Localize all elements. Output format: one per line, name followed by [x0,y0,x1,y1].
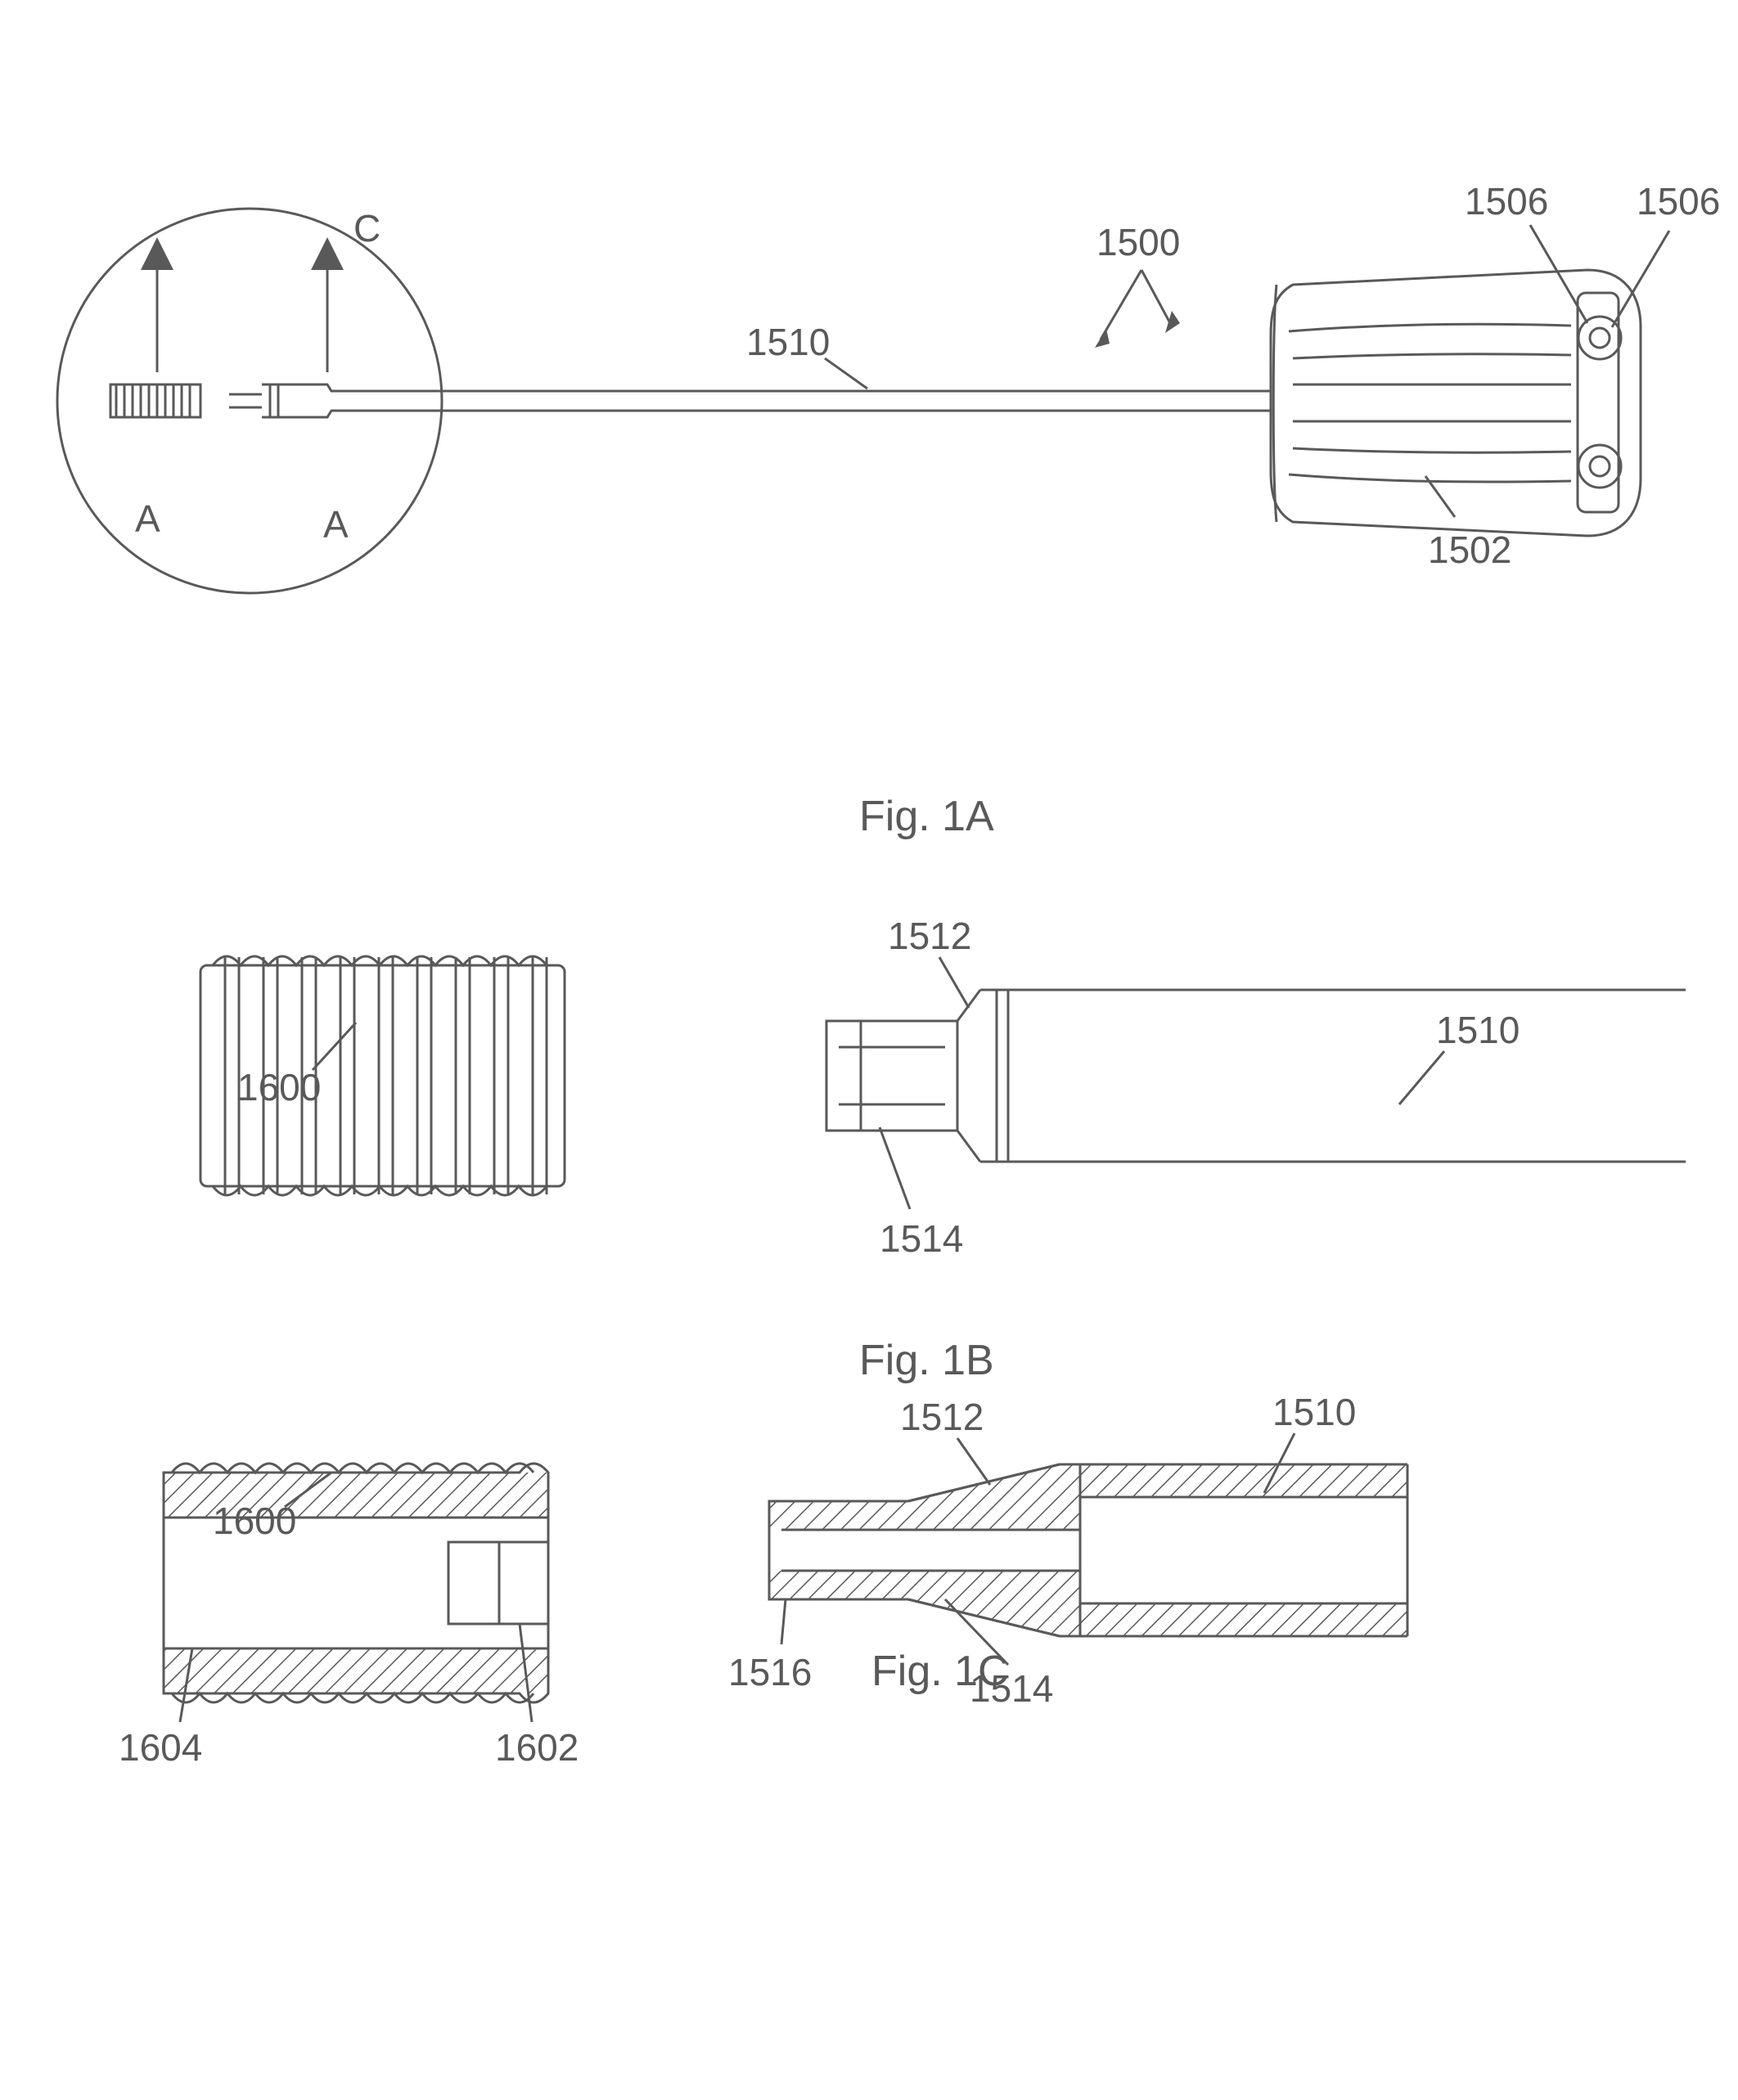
label-A: A [323,503,349,546]
label-1602: 1602 [495,1726,579,1769]
label-1600: 1600 [237,1066,321,1108]
label-1510: 1510 [746,321,830,363]
fig-1B: 1600 1512 1514 1510 Fig. 1B [200,915,1686,1384]
label-1512: 1512 [888,915,971,957]
caption-fig1A: Fig. 1A [859,793,994,840]
shaft-1510 [360,391,1271,411]
fig-1C: 1600 1602 1604 1512 1514 1516 1510 Fig. … [119,1391,1407,1769]
label-1514: 1514 [880,1217,963,1260]
implant-on-tip [110,384,200,417]
driver-tip-1C-section [769,1464,1407,1636]
caption-fig1B: Fig. 1B [859,1337,994,1384]
fig-1A: A A C 1500 1510 1502 1506 1506 Fig. 1A [57,180,1720,840]
label-1506: 1506 [1465,180,1548,223]
label-1600: 1600 [213,1500,296,1542]
label-A: A [135,497,160,540]
caption-fig1C: Fig. 1C [871,1648,1009,1695]
label-1512: 1512 [900,1396,984,1438]
handle-1502 [1271,270,1641,536]
label-1502: 1502 [1428,528,1511,571]
ref-arrow-1500 [1095,270,1180,348]
label-1510: 1510 [1272,1391,1356,1433]
label-1506: 1506 [1637,180,1720,223]
label-1604: 1604 [119,1726,202,1769]
label-C: C [353,207,380,250]
label-1516: 1516 [728,1651,812,1693]
label-1500: 1500 [1096,221,1180,263]
label-1510: 1510 [1436,1009,1520,1051]
driver-tip-1B [826,990,1686,1162]
patent-figure-sheet: A A C 1500 1510 1502 1506 1506 Fig. 1A [0,0,1738,2100]
tip-region [110,384,360,417]
section-A-A [141,237,344,372]
